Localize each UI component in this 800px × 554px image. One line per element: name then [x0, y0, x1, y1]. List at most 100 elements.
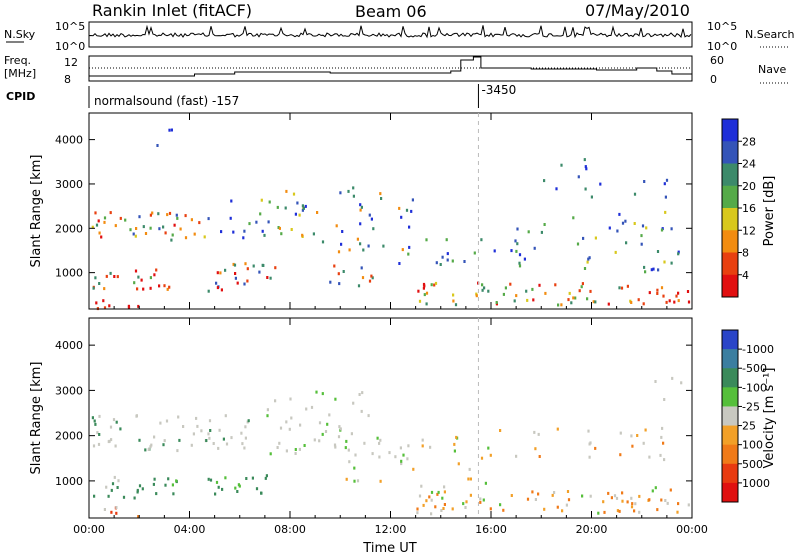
echo-cell — [136, 488, 139, 492]
echo-cell — [663, 458, 666, 462]
echo-cell — [412, 467, 415, 471]
echo-cell — [164, 483, 167, 487]
echo-cell — [115, 506, 118, 509]
echo-cell — [577, 175, 580, 179]
echo-cell — [422, 286, 425, 290]
echo-cell — [176, 216, 179, 220]
echo-cell — [209, 429, 212, 432]
echo-cell — [149, 445, 152, 449]
echo-cell — [619, 453, 622, 457]
echo-cell — [663, 398, 666, 401]
echo-cell — [248, 222, 251, 226]
echo-cell — [218, 428, 221, 432]
echo-cell — [164, 231, 167, 235]
echo-cell — [103, 287, 106, 291]
colorbar-tick-label-6: 500 — [742, 458, 763, 471]
echo-cell — [114, 224, 117, 228]
echo-cell — [515, 454, 518, 458]
echo-cell — [113, 475, 116, 479]
echo-cell — [425, 499, 428, 503]
echo-cell — [504, 286, 507, 290]
colorbar-swatch-6 — [722, 444, 738, 465]
echo-cell — [417, 289, 420, 293]
echo-cell — [348, 248, 351, 252]
echo-cell — [401, 248, 404, 252]
echo-cell — [663, 260, 666, 264]
colorbar-swatch-7 — [722, 463, 738, 484]
echo-cell — [155, 268, 158, 272]
echo-cell — [665, 300, 668, 304]
echo-cell — [232, 230, 235, 234]
echo-cell — [561, 509, 564, 513]
echo-cell — [205, 439, 208, 442]
power-colorbar: 28 24 20 16 12 8 4 — [721, 118, 756, 298]
echo-cell — [356, 237, 359, 241]
echo-cell — [446, 252, 449, 256]
echo-cell — [481, 283, 484, 287]
echo-cell — [95, 301, 98, 305]
echo-cell — [144, 448, 147, 452]
echo-cell — [587, 429, 590, 433]
echo-cell — [516, 242, 519, 246]
echo-cell — [429, 445, 432, 449]
echo-cell — [525, 289, 528, 293]
nave-tick-top: 60 — [710, 54, 724, 67]
echo-cell — [420, 484, 423, 488]
colorbar-frame — [721, 329, 739, 503]
echo-cell — [184, 236, 188, 240]
echo-cell — [400, 462, 403, 466]
echo-cell — [163, 284, 166, 288]
echo-cell — [362, 248, 365, 252]
echo-cell — [334, 445, 337, 449]
echo-cell — [312, 232, 315, 236]
colorbar-swatch-4 — [722, 406, 738, 427]
echo-cell — [137, 515, 140, 519]
echo-cell — [379, 479, 382, 483]
echo-cell — [168, 285, 171, 289]
echo-cell — [675, 294, 678, 298]
echo-cell — [630, 434, 633, 438]
echo-cell — [212, 442, 215, 445]
echo-cell — [97, 219, 100, 223]
echo-cell — [255, 220, 258, 224]
echo-cell — [207, 217, 210, 221]
echo-cell — [144, 232, 148, 235]
echo-cell — [111, 482, 115, 486]
echo-cell — [654, 486, 657, 490]
echo-cell — [279, 426, 283, 430]
echo-cell — [347, 448, 350, 452]
echo-cell — [543, 507, 546, 511]
echo-cell — [179, 227, 182, 231]
velocity-frame — [88, 317, 693, 519]
echo-cell — [499, 503, 502, 507]
echo-cell — [109, 271, 112, 275]
echo-cell — [576, 242, 580, 246]
nsky-trace — [88, 24, 692, 39]
echo-cell — [170, 238, 173, 242]
echo-cell — [443, 485, 446, 489]
echo-cell — [664, 210, 667, 214]
echo-cell — [435, 261, 438, 265]
x-tick-label-1: 04:00 — [174, 523, 206, 536]
echo-cell — [421, 444, 424, 448]
echo-cell — [92, 444, 96, 448]
echo-cell — [556, 505, 559, 509]
x-tick-label-2: 08:00 — [274, 523, 306, 536]
freq-tick-top: 12 — [64, 56, 78, 69]
y-tick-label-0: 1000 — [55, 475, 83, 488]
echo-cell — [216, 286, 219, 290]
echo-cell — [660, 228, 664, 232]
echo-cell — [534, 498, 537, 501]
echo-cell — [656, 508, 659, 512]
echo-cell — [333, 264, 336, 268]
echo-cell — [178, 438, 181, 442]
echo-cell — [265, 474, 268, 478]
echo-cell — [454, 303, 458, 307]
echo-cell — [526, 298, 529, 302]
echo-cell — [489, 453, 492, 457]
echo-cell — [217, 485, 220, 489]
echo-cell — [607, 302, 610, 306]
echo-cell — [329, 280, 332, 284]
echo-cell — [367, 414, 370, 418]
echo-cell — [643, 180, 646, 183]
